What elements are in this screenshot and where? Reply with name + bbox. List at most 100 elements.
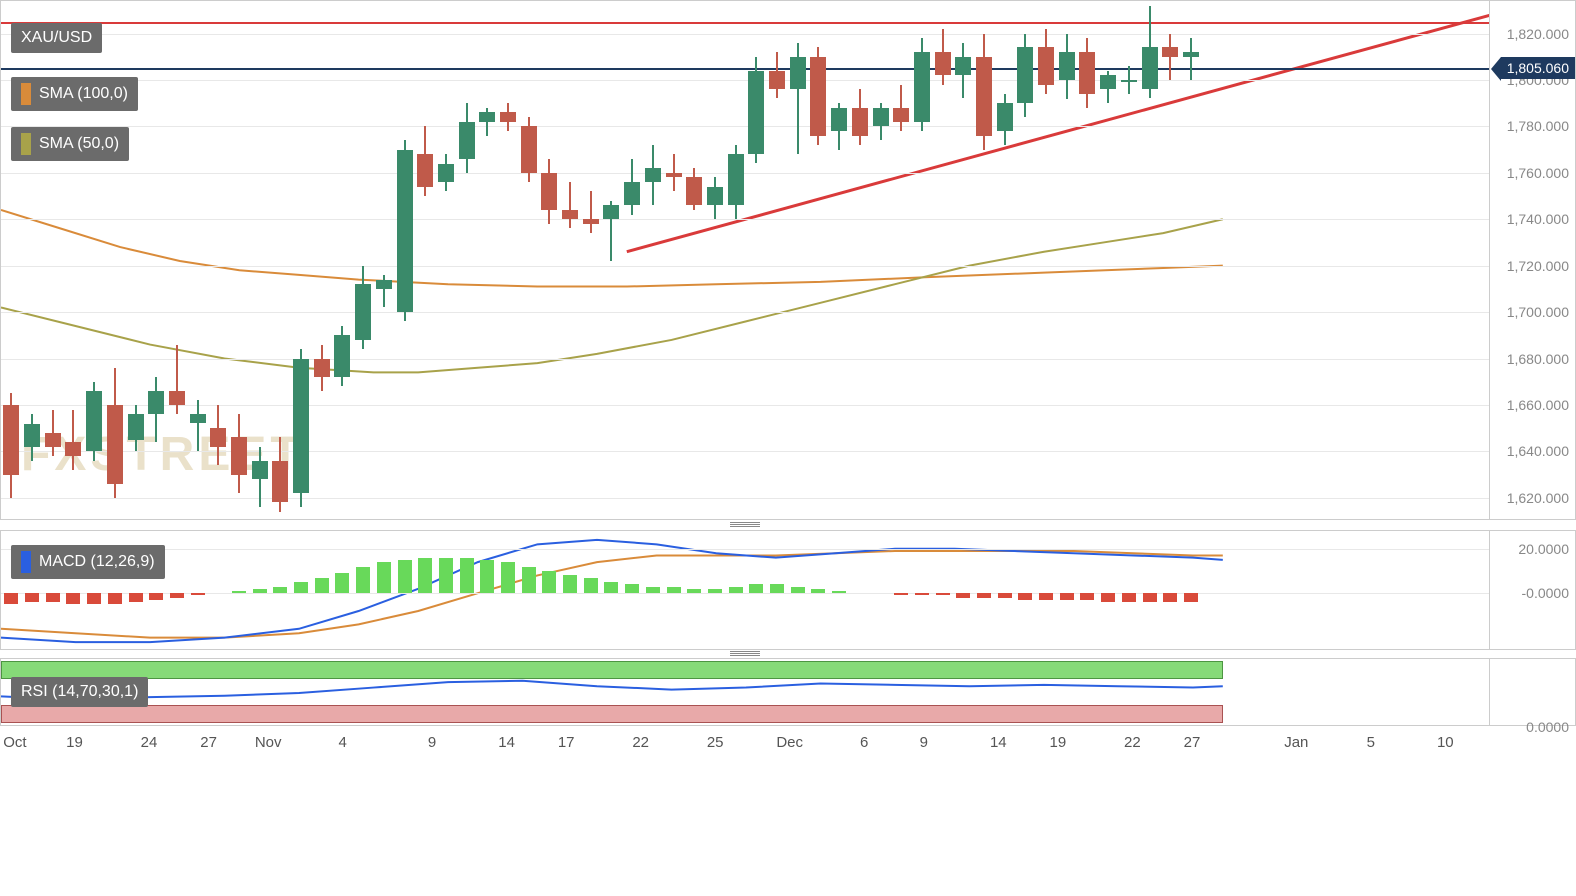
macd-hist-bar [149,593,163,600]
gridline [1,498,1489,499]
rsi-label-text: RSI (14,70,30,1) [21,683,138,701]
xaxis-label: 19 [1050,734,1067,751]
sma50-label: SMA (50,0) [11,127,129,161]
macd-hist-bar [667,587,681,594]
rsi-label: RSI (14,70,30,1) [11,677,148,707]
macd-hist-bar [356,567,370,594]
chart-container: FXSTREET 1,620.000 1,640.000 1,660.000 1,68… [0,0,1576,896]
xaxis-label: 27 [200,734,217,751]
macd-hist-bar [66,593,80,604]
macd-hist-bar [460,558,474,594]
current-price-line [1,68,1489,70]
macd-hist-bar [646,587,660,594]
macd-hist-bar [915,593,929,595]
macd-hist-bar [1184,593,1198,602]
macd-panel[interactable]: -0.000020.0000 MACD (12,26,9) [0,530,1576,650]
xaxis-label: Dec [776,734,803,751]
price-plot[interactable]: FXSTREET [1,1,1489,519]
macd-hist-bar [1101,593,1115,602]
macd-hist-bar [522,567,536,594]
macd-hist-bar [129,593,143,602]
macd-hist-bar [377,562,391,593]
xaxis-label: 5 [1367,734,1375,751]
price-ylabel: 1,660.000 [1507,397,1569,413]
panel-divider-2[interactable] [0,651,1490,657]
gridline [1,451,1489,452]
gridline [1,266,1489,267]
xaxis-label: 4 [339,734,347,751]
price-ylabel: 1,700.000 [1507,304,1569,320]
macd-hist-bar [87,593,101,604]
macd-hist-bar [977,593,991,597]
price-ylabel: 1,620.000 [1507,490,1569,506]
macd-hist-bar [708,589,722,593]
price-ylabel: 1,720.000 [1507,258,1569,274]
macd-hist-bar [791,587,805,594]
xaxis-label: 14 [498,734,515,751]
macd-hist-bar [335,573,349,593]
gridline [1,359,1489,360]
macd-hist-bar [1143,593,1157,602]
sma100-label-text: SMA (100,0) [39,85,128,103]
xaxis-label: Jan [1284,734,1308,751]
macd-ylabel: 20.0000 [1518,541,1569,557]
gridline [1,593,1489,594]
macd-hist-bar [1018,593,1032,600]
pair-label-text: XAU/USD [21,29,92,47]
macd-hist-bar [418,558,432,594]
macd-label-text: MACD (12,26,9) [39,553,155,571]
rsi-panel[interactable]: 0.0000 RSI (14,70,30,1) [0,658,1576,726]
price-ylabel: 1,740.000 [1507,211,1569,227]
xaxis-label: 25 [707,734,724,751]
xaxis-label: 27 [1184,734,1201,751]
rsi-plot[interactable] [1,659,1489,725]
gridline [1,219,1489,220]
rsi-overbought-band [1,661,1223,679]
macd-hist-bar [542,571,556,593]
price-ylabel: 1,640.000 [1507,443,1569,459]
macd-hist-bar [625,584,639,593]
macd-plot[interactable] [1,531,1489,649]
macd-hist-bar [1163,593,1177,602]
price-ylabel: 1,760.000 [1507,165,1569,181]
macd-hist-bar [1060,593,1074,600]
xaxis-label: 6 [860,734,868,751]
macd-hist-bar [584,578,598,594]
macd-hist-bar [1080,593,1094,600]
macd-hist-bar [563,575,577,593]
sma50-label-text: SMA (50,0) [39,135,119,153]
gridline [1,126,1489,127]
xaxis: Oct192427Nov4914172225Dec6914192227Jan51… [0,730,1490,760]
macd-hist-bar [439,558,453,594]
macd-yaxis: -0.000020.0000 [1489,531,1575,649]
macd-hist-bar [315,578,329,594]
macd-hist-bar [604,582,618,593]
xaxis-label: 22 [632,734,649,751]
xaxis-label: 19 [66,734,83,751]
price-ylabel: 1,680.000 [1507,351,1569,367]
xaxis-label: 9 [428,734,436,751]
rsi-oversold-band [1,705,1223,723]
macd-hist-bar [46,593,60,602]
macd-hist-bar [832,591,846,593]
panel-divider-1[interactable] [0,522,1490,528]
price-ylabel: 1,820.000 [1507,26,1569,42]
macd-hist-bar [770,584,784,593]
xaxis-label: 10 [1437,734,1454,751]
macd-hist-bar [687,589,701,593]
macd-hist-bar [749,584,763,593]
macd-hist-bar [894,593,908,595]
price-ylabel: 1,780.000 [1507,118,1569,134]
price-panel[interactable]: FXSTREET 1,620.000 1,640.000 1,660.000 1,68… [0,0,1576,520]
macd-hist-bar [232,591,246,593]
rsi-yaxis: 0.0000 [1489,659,1575,725]
xaxis-label: 9 [920,734,928,751]
gridline [1,405,1489,406]
macd-hist-bar [936,593,950,595]
macd-hist-bar [480,560,494,593]
macd-hist-bar [253,589,267,593]
xaxis-label: 14 [990,734,1007,751]
gridline [1,173,1489,174]
macd-hist-bar [273,587,287,594]
macd-hist-bar [811,589,825,593]
